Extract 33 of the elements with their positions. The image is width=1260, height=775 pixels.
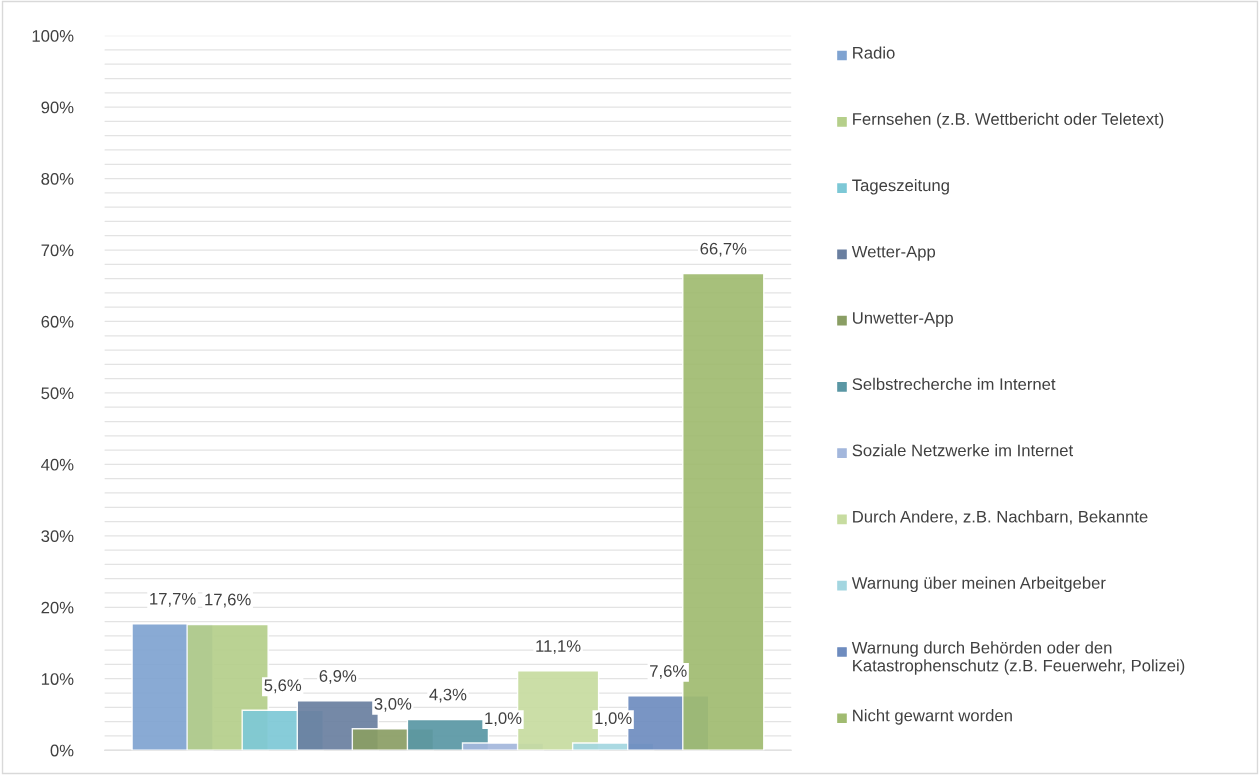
legend-label: Warnung über meinen Arbeitgeber — [851, 576, 1106, 593]
y-tick-label: 50% — [41, 387, 74, 400]
text: 4,3% — [429, 688, 467, 703]
y-tick-label: 0% — [50, 744, 74, 757]
y-tick-label: 60% — [41, 315, 74, 328]
legend-label: Soziale Netzwerke im Internet — [852, 444, 1074, 457]
legend-label: Unwetter-App — [853, 312, 953, 328]
text: 3,0% — [374, 697, 412, 712]
text: 11,1% — [536, 640, 581, 654]
legend-label: Radio — [853, 46, 895, 59]
text: 1,0% — [595, 712, 632, 727]
text: 17,6% — [205, 593, 251, 608]
text: 17,7% — [150, 592, 196, 607]
text: 66,7% — [700, 242, 747, 257]
text: 5,6% — [264, 679, 302, 694]
legend-label: Warnung durch Behörden oder den Katastrophenschutz (z.B. Feuerwehr, Polizei) — [851, 641, 1185, 675]
legend-label: Wetter-App — [851, 245, 936, 261]
legend-label: Selbstrecherche im Internet — [852, 377, 1056, 391]
legend-label: Durch Andere, z.B. Nachbarn, Bekannte — [853, 510, 1148, 525]
y-tick-label: 90% — [41, 101, 74, 114]
text: 7,6% — [650, 665, 687, 679]
legend-label: Tageszeitung — [852, 179, 949, 195]
y-tick-label: 10% — [41, 673, 74, 685]
y-tick-label: 80% — [41, 172, 74, 185]
legend-label: Fernsehen (z.B. Wettbericht oder Teletext) — [853, 112, 1164, 129]
y-tick-label: 100% — [32, 30, 74, 42]
text: 6,9% — [319, 670, 357, 684]
text: 1,0% — [485, 712, 522, 727]
y-tick-label: 40% — [41, 458, 74, 471]
y-tick-label: 70% — [41, 244, 74, 257]
y-tick-label: 20% — [41, 601, 74, 614]
legend-label: Nicht gewarnt worden — [853, 709, 1012, 725]
y-tick-label: 30% — [41, 530, 74, 543]
